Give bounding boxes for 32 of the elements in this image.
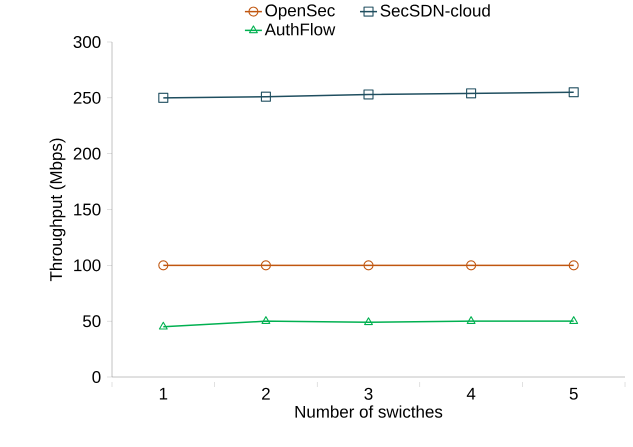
legend-label: OpenSec — [265, 4, 335, 20]
x-tick-label: 1 — [160, 388, 168, 400]
x-tick-label: 2 — [262, 388, 270, 400]
point — [158, 260, 168, 270]
y-axis-title: Throughput (Mbps) — [50, 138, 66, 282]
point — [363, 260, 374, 270]
legend-label: SecSDN-cloud — [380, 4, 490, 17]
point — [568, 260, 579, 270]
x-axis-title: Number of swicthes — [296, 405, 442, 418]
point — [568, 87, 579, 98]
y-tick-label: 100 — [74, 259, 100, 272]
point — [466, 260, 476, 270]
x-tick-label: 3 — [364, 388, 372, 400]
point — [158, 322, 168, 330]
point — [569, 316, 578, 324]
y-tick-label: 50 — [82, 315, 100, 328]
y-tick-label: 200 — [74, 148, 100, 160]
x-tick-label: 5 — [570, 388, 578, 400]
point — [364, 317, 373, 326]
point — [466, 316, 476, 324]
point — [158, 92, 168, 103]
x-tick-label: 4 — [466, 388, 476, 400]
legend-label: AuthFlow — [264, 23, 336, 36]
point — [363, 89, 374, 100]
point — [261, 316, 270, 324]
y-tick-label: 150 — [74, 204, 100, 216]
y-tick-label: 300 — [74, 36, 100, 48]
y-tick-label: 250 — [74, 92, 100, 104]
point — [466, 88, 476, 98]
point — [260, 92, 271, 102]
y-tick-label: 0 — [92, 371, 100, 383]
point — [260, 260, 271, 270]
